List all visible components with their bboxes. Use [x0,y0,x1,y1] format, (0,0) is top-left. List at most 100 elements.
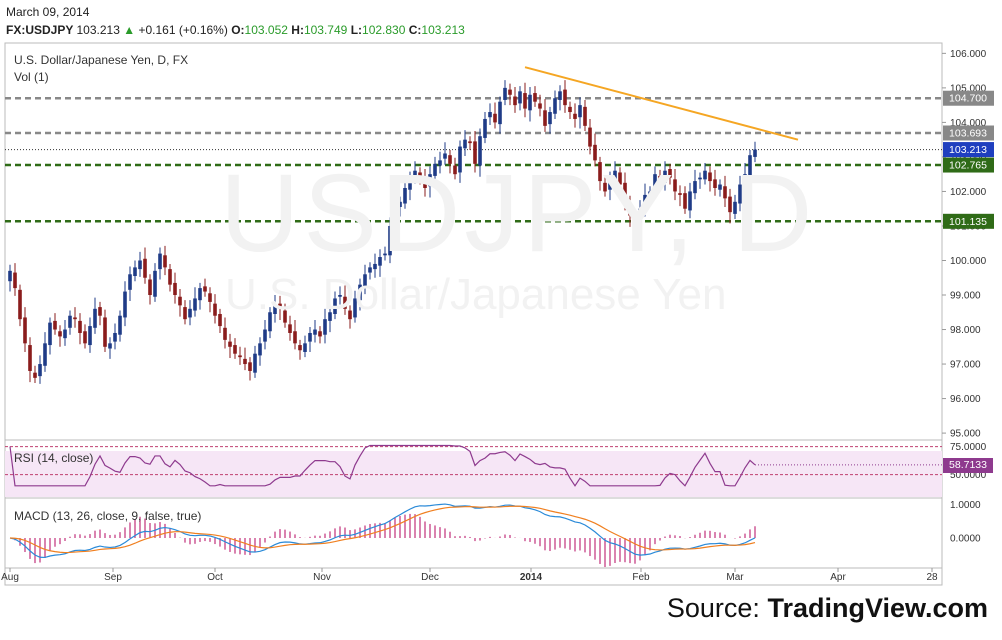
price-tag-resistance: 103.693 [949,127,987,139]
candle-body [563,89,567,106]
candle-body [433,163,437,176]
candle-body [73,317,77,320]
candle-body [668,169,672,178]
candle-body [403,187,407,204]
low-label: L: [350,23,363,37]
x-tick-label: Feb [632,572,650,583]
candle-body [323,319,327,335]
candle-body [8,270,12,282]
rsi-band [5,451,942,497]
candle-body [83,331,87,344]
y-tick-label: 104.000 [950,118,987,129]
candle-body [128,274,132,290]
y-tick-label: 102.000 [950,187,987,198]
candle-body [348,310,352,320]
candle-body [723,186,727,199]
candle-body [288,324,292,333]
y-tick-label: 99.000 [950,291,981,302]
candle-body [408,177,412,190]
candle-body [168,269,172,285]
candle-body [43,343,47,366]
x-tick-label: Oct [207,572,223,583]
macd-tick-label: 1.0000 [950,500,981,511]
price-tag-support: 102.765 [949,160,987,172]
chart-frame [4,42,943,586]
source-brand: TradingView.com [767,593,988,623]
price-tag-last: 103.213 [949,144,987,156]
candle-body [513,96,517,106]
candle-body [93,308,97,328]
chart-date: March 09, 2014 [6,5,90,19]
candle-body [28,345,32,371]
y-tick-label: 100.000 [950,256,987,267]
candle-body [518,91,522,104]
candle-body [38,364,42,377]
candle-body [58,331,62,337]
x-tick-label: Aug [1,572,19,583]
candle-body [163,255,167,268]
candle-body [493,113,497,123]
candle-body [678,193,682,195]
candle-body [673,179,677,192]
candle-body [248,362,252,371]
candle-body [448,155,452,164]
price-tag-resistance: 104.700 [949,93,987,105]
candle-body [453,165,457,175]
x-tick-label: 2014 [520,572,543,583]
candle-body [193,298,197,311]
candle-body [268,312,272,332]
candle-body [328,312,332,321]
candle-body [293,331,297,344]
candle-body [48,322,52,346]
candle-body [213,303,217,316]
source-prefix: Source: [666,593,768,623]
candle-body [178,296,182,306]
price-tag-bg [943,213,994,229]
candle-body [263,329,267,342]
candle-body [463,139,467,149]
candle-body [558,91,562,100]
macd-signal-line [9,505,756,554]
candle-body [608,177,612,190]
price-tag-support: 101.135 [949,216,987,228]
candle-body [298,345,302,351]
x-tick-label: Apr [830,572,846,583]
macd-label: MACD (13, 26, close, 9, false, true) [14,509,202,523]
candle-body [718,184,722,190]
candle-body [258,343,262,356]
candle-body [253,353,257,373]
high-label: H: [291,23,304,37]
candle-body [23,317,27,344]
candle-body [413,170,417,176]
candle-body [733,201,737,214]
resistance-trendline [524,66,799,141]
candle-body [183,307,187,320]
candle-body [78,320,82,333]
candle-body [158,253,162,270]
candle-body [423,179,427,188]
candle-body [633,217,637,226]
candle-body [118,315,122,335]
candle-body [88,326,92,346]
candle-body [358,284,362,301]
candle-body [343,296,347,309]
candle-body [588,127,592,147]
candle-body [713,179,717,188]
candle-body [283,310,287,323]
candle-body [443,153,447,159]
candle-body [233,345,237,354]
rsi-value-tag: 58.7133 [943,458,993,473]
candle-body [238,355,242,358]
candle-body [498,101,502,125]
candle-body [458,146,462,173]
candle-body [488,112,492,118]
candle-body [623,182,627,202]
x-tick-label: 28 [926,572,938,583]
candle-body [273,305,277,314]
rsi-line [9,444,756,487]
candle-body [743,174,747,183]
candle-body [153,270,157,297]
last-price: 103.213 [76,23,120,37]
candle-body [203,286,207,292]
y-tick-label: 105.000 [950,83,987,94]
